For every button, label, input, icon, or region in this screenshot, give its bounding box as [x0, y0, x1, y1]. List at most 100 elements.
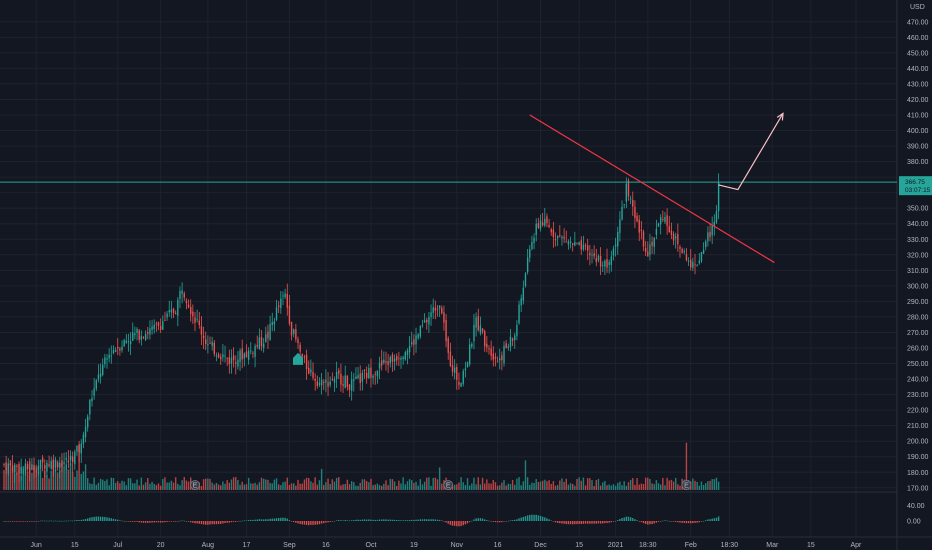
- candle-body[interactable]: [9, 463, 12, 466]
- candle-body[interactable]: [342, 384, 344, 387]
- candle-body[interactable]: [119, 348, 121, 351]
- candle-body[interactable]: [685, 254, 688, 261]
- candle-body[interactable]: [26, 463, 29, 470]
- candle-body[interactable]: [59, 462, 61, 469]
- candle-body[interactable]: [556, 235, 559, 239]
- candle-body[interactable]: [462, 371, 464, 384]
- candle-body[interactable]: [338, 370, 340, 374]
- candle-body[interactable]: [449, 351, 452, 366]
- candle-body[interactable]: [599, 256, 602, 267]
- candle-body[interactable]: [683, 251, 685, 253]
- earnings-marker[interactable]: [443, 480, 454, 490]
- candle-body[interactable]: [436, 308, 439, 310]
- candle-body[interactable]: [709, 231, 711, 238]
- candle-body[interactable]: [503, 345, 505, 364]
- candle-body[interactable]: [582, 244, 585, 250]
- candle-body[interactable]: [299, 344, 301, 352]
- candle-body[interactable]: [288, 305, 291, 324]
- candle-body[interactable]: [220, 357, 222, 360]
- candle-body[interactable]: [488, 348, 490, 350]
- candle-body[interactable]: [406, 350, 409, 355]
- candle-body[interactable]: [368, 368, 370, 379]
- candle-body[interactable]: [619, 219, 621, 233]
- candle-body[interactable]: [447, 338, 449, 353]
- candle-body[interactable]: [674, 236, 677, 239]
- candle-body[interactable]: [625, 183, 628, 202]
- candle-body[interactable]: [423, 320, 426, 323]
- candle-body[interactable]: [617, 231, 619, 247]
- candle-body[interactable]: [277, 305, 280, 307]
- candle-body[interactable]: [335, 371, 338, 379]
- candle-body[interactable]: [46, 463, 48, 472]
- candle-body[interactable]: [48, 464, 50, 467]
- candle-body[interactable]: [37, 465, 40, 470]
- candle-body[interactable]: [576, 243, 578, 245]
- candle-body[interactable]: [702, 249, 705, 254]
- candle-body[interactable]: [441, 307, 443, 314]
- candle-body[interactable]: [346, 375, 349, 387]
- candle-body[interactable]: [380, 360, 383, 366]
- time-axis[interactable]: Jun 15 Jul 20 Aug 17 Sep 16 Oct 19 Nov 16 Dec 15 2021 1…: [31, 542, 863, 549]
- candle-body[interactable]: [700, 252, 703, 262]
- candle-body[interactable]: [668, 226, 670, 233]
- candle-body[interactable]: [293, 329, 295, 334]
- candle-body[interactable]: [166, 313, 168, 318]
- candle-body[interactable]: [211, 341, 213, 346]
- candle-body[interactable]: [456, 367, 458, 380]
- candle-body[interactable]: [679, 246, 681, 249]
- candlestick-series[interactable]: [3, 173, 720, 484]
- candle-body[interactable]: [653, 237, 655, 247]
- candle-body[interactable]: [355, 376, 357, 379]
- candle-body[interactable]: [649, 244, 651, 256]
- candle-body[interactable]: [471, 343, 473, 347]
- candle-body[interactable]: [192, 311, 194, 317]
- candle-body[interactable]: [127, 341, 130, 342]
- candle-body[interactable]: [303, 356, 306, 358]
- candle-body[interactable]: [235, 362, 237, 364]
- candle-body[interactable]: [516, 325, 518, 336]
- candle-body[interactable]: [404, 352, 407, 360]
- candle-body[interactable]: [385, 361, 387, 363]
- candle-body[interactable]: [318, 382, 321, 385]
- candle-body[interactable]: [415, 335, 417, 345]
- candle-body[interactable]: [209, 342, 211, 344]
- candle-body[interactable]: [419, 326, 422, 337]
- candle-body[interactable]: [310, 369, 312, 373]
- candle-body[interactable]: [451, 365, 454, 372]
- candle-body[interactable]: [357, 375, 359, 379]
- candle-body[interactable]: [147, 331, 149, 334]
- candle-body[interactable]: [114, 349, 117, 352]
- candle-body[interactable]: [187, 304, 190, 308]
- candle-body[interactable]: [563, 236, 565, 239]
- candle-body[interactable]: [333, 379, 336, 383]
- candle-body[interactable]: [185, 300, 188, 304]
- candle-body[interactable]: [280, 298, 282, 309]
- candle-body[interactable]: [612, 248, 615, 256]
- candle-body[interactable]: [621, 206, 623, 220]
- candle-body[interactable]: [428, 317, 430, 325]
- candle-body[interactable]: [614, 244, 617, 247]
- candle-body[interactable]: [713, 221, 716, 227]
- candle-body[interactable]: [275, 307, 278, 320]
- candle-body[interactable]: [546, 216, 548, 223]
- candle-body[interactable]: [239, 350, 241, 363]
- candle-body[interactable]: [282, 295, 284, 297]
- candle-body[interactable]: [273, 321, 276, 325]
- candle-body[interactable]: [559, 235, 561, 236]
- candle-body[interactable]: [65, 457, 67, 460]
- candle-body[interactable]: [344, 375, 346, 388]
- candle-body[interactable]: [207, 344, 209, 346]
- candle-body[interactable]: [260, 336, 263, 347]
- earnings-marker[interactable]: [681, 480, 692, 490]
- candle-body[interactable]: [320, 379, 323, 386]
- candle-body[interactable]: [640, 229, 643, 231]
- candle-body[interactable]: [408, 346, 411, 353]
- candle-body[interactable]: [228, 357, 231, 365]
- candle-body[interactable]: [11, 465, 14, 472]
- candle-body[interactable]: [14, 464, 16, 473]
- candle-body[interactable]: [511, 338, 514, 341]
- candle-body[interactable]: [164, 320, 166, 321]
- candle-body[interactable]: [162, 321, 164, 330]
- candle-body[interactable]: [63, 462, 65, 464]
- candle-body[interactable]: [222, 354, 224, 358]
